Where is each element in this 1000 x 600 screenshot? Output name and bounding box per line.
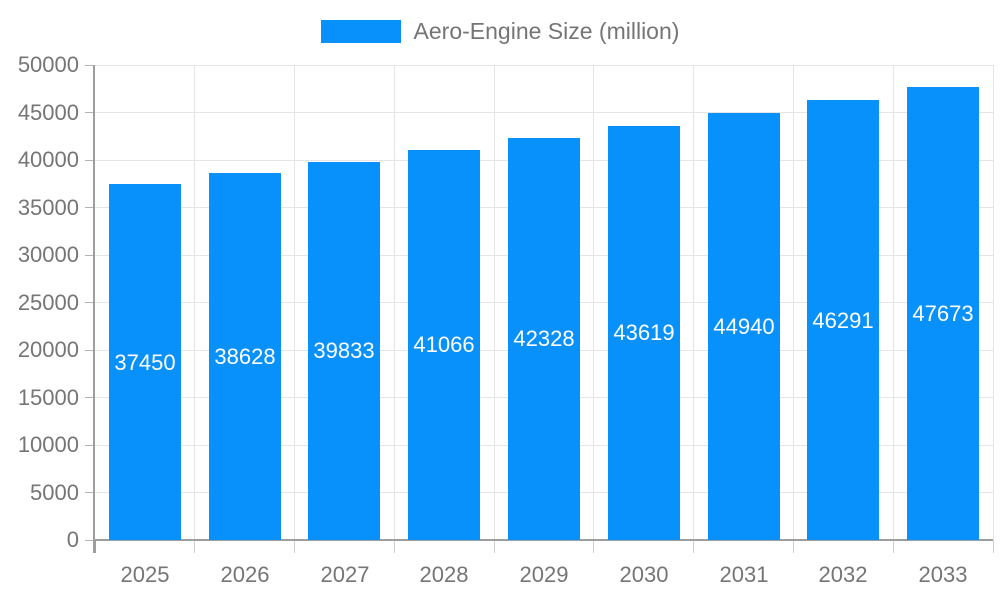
- x-axis-label: 2025: [120, 562, 170, 587]
- bar-value-label: 44940: [713, 314, 775, 339]
- bar-2031[interactable]: [708, 113, 780, 540]
- x-axis-label: 2030: [619, 562, 669, 587]
- x-axis-line: [93, 539, 993, 541]
- grid-line-v: [294, 65, 296, 540]
- y-axis-tick: [85, 112, 95, 113]
- y-axis-tick: [85, 444, 95, 446]
- grid-line-v: [493, 65, 495, 540]
- y-axis-tick: [85, 492, 95, 493]
- x-axis-tick: [992, 540, 994, 553]
- grid-line-v: [393, 65, 395, 540]
- y-axis-tick: [85, 254, 95, 256]
- y-axis-label: 30000: [17, 242, 79, 267]
- legend-label: Aero-Engine Size (million): [413, 18, 680, 44]
- y-axis-label: 40000: [17, 147, 79, 172]
- x-axis-tick: [194, 540, 196, 553]
- y-axis-tick: [85, 207, 95, 208]
- grid-line-v: [892, 65, 894, 540]
- bar-value-label: 46291: [812, 308, 874, 333]
- y-axis-label: 20000: [17, 337, 79, 362]
- x-axis-label: 2033: [918, 562, 968, 587]
- y-axis-label: 25000: [17, 289, 79, 315]
- x-axis-tick: [593, 540, 595, 553]
- bar-2025[interactable]: [109, 184, 181, 540]
- bar-value-label: 38628: [214, 344, 276, 369]
- y-axis-tick: [85, 64, 95, 66]
- x-axis-tick: [94, 540, 96, 553]
- y-axis-label: 35000: [17, 194, 79, 220]
- bar-value-label: 42328: [513, 326, 575, 351]
- bar-value-label: 39833: [313, 338, 375, 363]
- y-axis-label: 45000: [17, 99, 79, 125]
- grid-line-h: [95, 64, 993, 66]
- x-axis-tick: [294, 540, 296, 553]
- x-axis-tick: [693, 540, 695, 553]
- x-axis-tick: [892, 540, 894, 553]
- y-axis-label: 15000: [17, 384, 79, 410]
- x-axis-label: 2029: [519, 562, 569, 587]
- x-axis-label: 2032: [818, 562, 868, 587]
- grid-line-v: [593, 65, 595, 540]
- y-axis-label: 50000: [17, 52, 79, 77]
- x-axis-tick: [792, 540, 794, 553]
- grid-line-v: [693, 65, 695, 540]
- bar-value-label: 37450: [114, 350, 176, 375]
- bar-value-label: 43619: [613, 320, 675, 345]
- y-axis-tick: [85, 349, 95, 351]
- x-axis-tick: [393, 540, 395, 553]
- chart-legend[interactable]: Aero-Engine Size (million): [0, 18, 1000, 45]
- bar-2026[interactable]: [209, 173, 281, 540]
- bar-2029[interactable]: [508, 137, 580, 540]
- bar-2032[interactable]: [807, 100, 879, 540]
- bar-2028[interactable]: [408, 149, 480, 540]
- y-axis-label: 10000: [17, 432, 79, 457]
- y-axis-line: [93, 65, 95, 553]
- bar-2027[interactable]: [308, 161, 380, 540]
- bar-2033[interactable]: [907, 87, 979, 540]
- grid-line-v: [992, 65, 994, 540]
- grid-line-v: [792, 65, 794, 540]
- x-axis-label: 2028: [419, 562, 469, 587]
- grid-line-h: [95, 112, 993, 113]
- x-axis-tick: [493, 540, 495, 553]
- y-axis-tick: [85, 302, 95, 303]
- y-axis-tick: [85, 539, 95, 541]
- legend-swatch: [320, 20, 401, 43]
- bar-2030[interactable]: [608, 125, 680, 540]
- bar-value-label: 47673: [912, 301, 974, 326]
- y-axis-tick: [85, 397, 95, 398]
- grid-line-v: [194, 65, 196, 540]
- x-axis-label: 2031: [719, 562, 769, 587]
- x-axis-label: 2026: [220, 562, 270, 587]
- bar-value-label: 41066: [413, 332, 475, 357]
- y-axis-label: 0: [66, 527, 79, 552]
- x-axis-label: 2027: [320, 562, 370, 587]
- y-axis-label: 5000: [30, 479, 79, 505]
- y-axis-tick: [85, 159, 95, 161]
